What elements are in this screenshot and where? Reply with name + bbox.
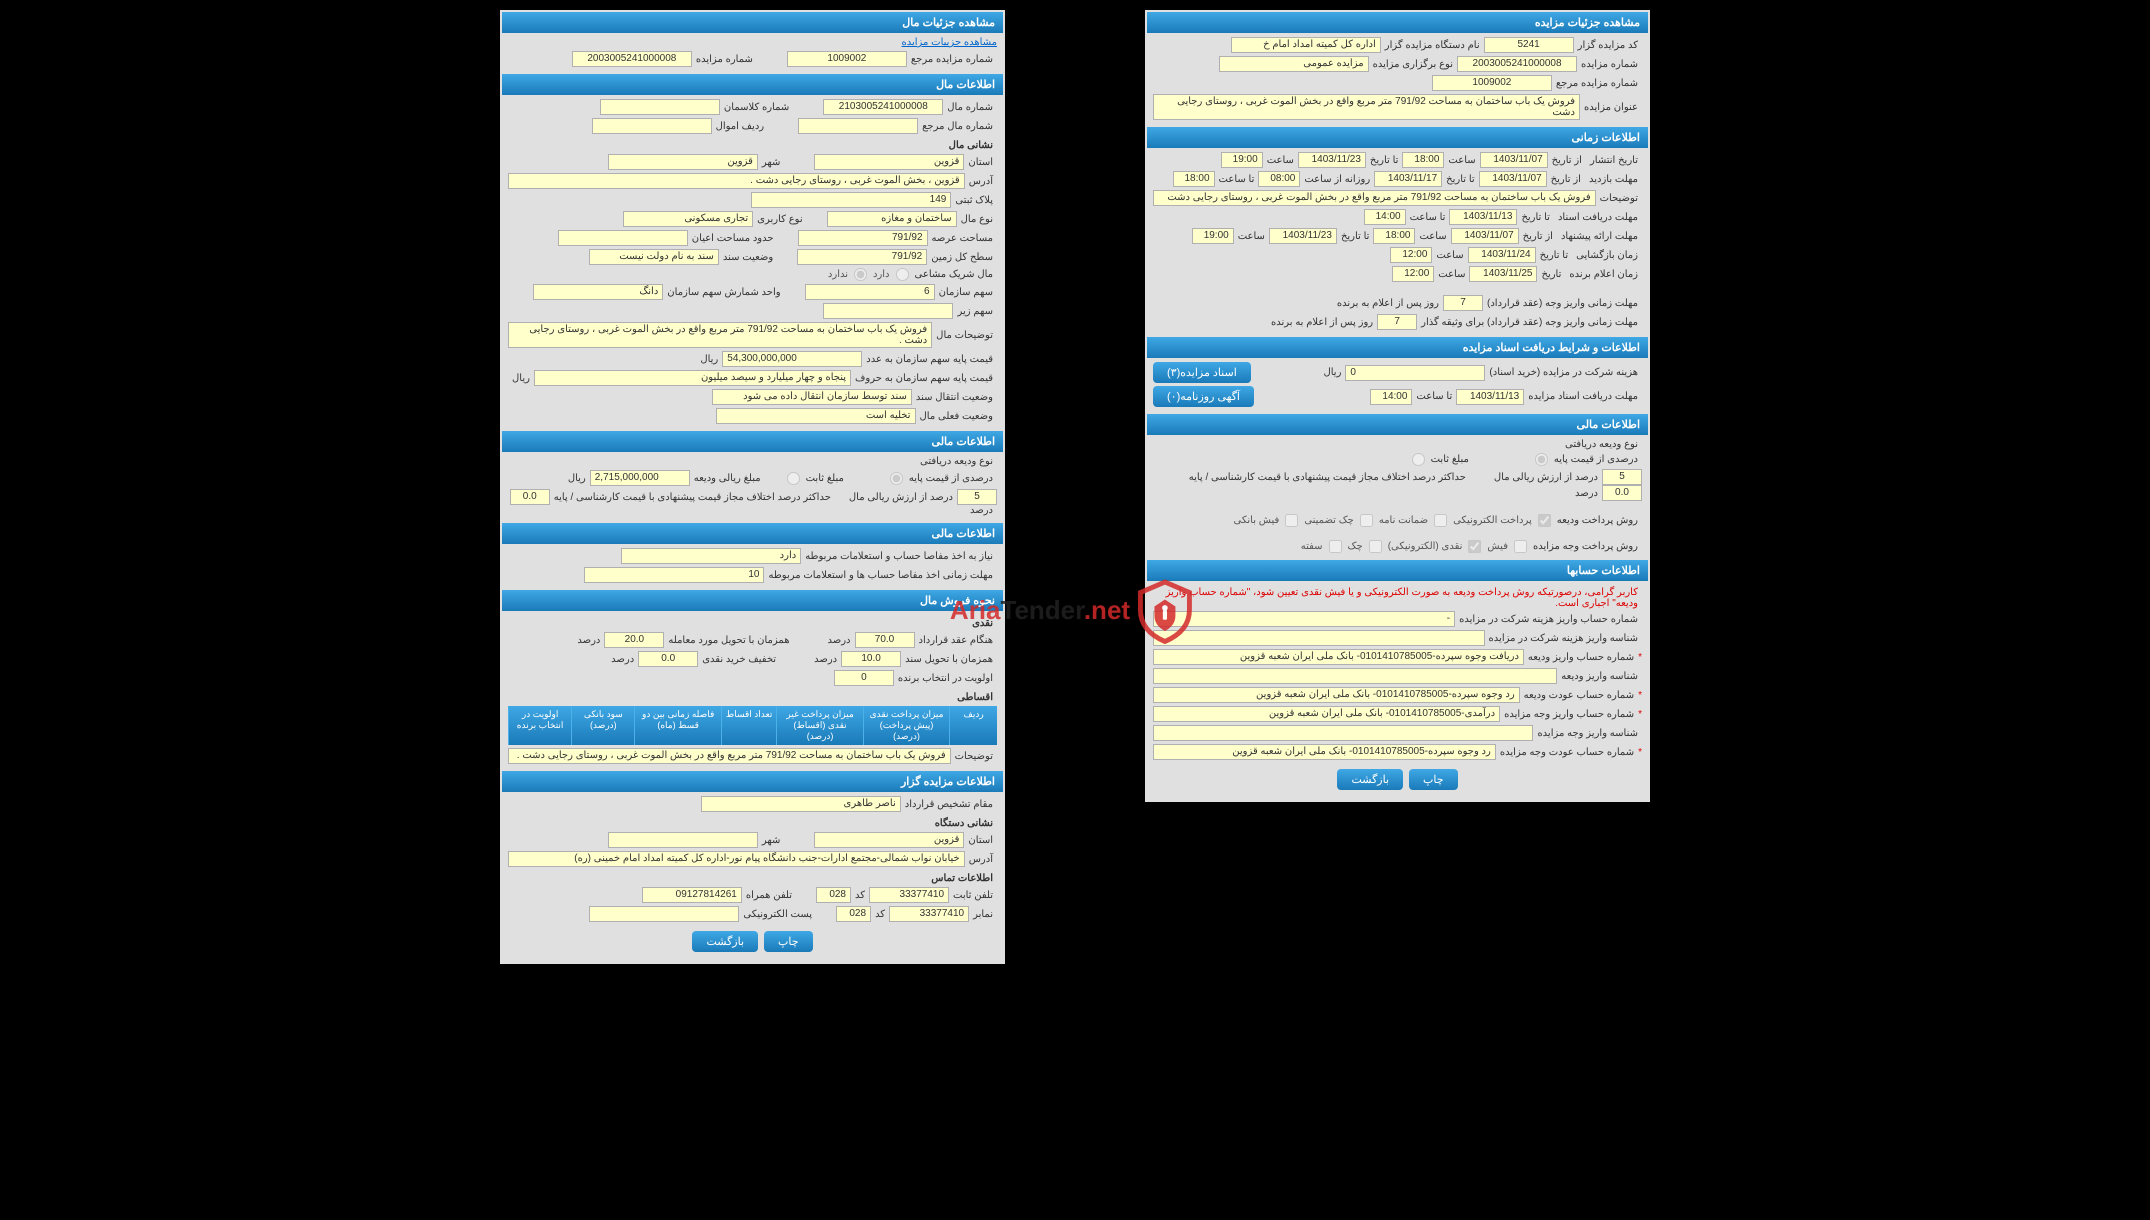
cb-cheque <box>1360 514 1373 527</box>
section-time-info: اطلاعات زمانی <box>1147 127 1648 148</box>
back-button-2[interactable]: بازگشت <box>692 931 758 952</box>
fld-auctioneer-name: اداره کل کمیته امداد امام خ <box>1231 37 1381 53</box>
print-button[interactable]: چاپ <box>1409 769 1458 790</box>
cb-elec <box>1538 514 1551 527</box>
fld-publish-from-t: 18:00 <box>1402 152 1444 168</box>
lbl-docs: مهلت دریافت اسناد <box>1554 212 1642 223</box>
fld-acc-fee: - <box>1153 611 1455 627</box>
radio-fixed <box>1412 453 1425 466</box>
cb-pm-cash <box>1468 540 1481 553</box>
fld-ref-no: 1009002 <box>1432 75 1552 91</box>
back-button[interactable]: بازگشت <box>1337 769 1403 790</box>
section-financial-left: اطلاعات مالی <box>502 431 1003 452</box>
section-accounts: اطلاعات حسابها <box>1147 560 1648 581</box>
daily-ad-button[interactable]: آگهی روزنامه(٠) <box>1153 386 1254 407</box>
lbl-deposit-deadline: مهلت زمانی واریز وجه (عقد قرارداد) <box>1483 298 1642 309</box>
cb-pm-cheque <box>1369 540 1382 553</box>
lbl-desc: توضیحات <box>1596 193 1642 204</box>
lbl-deposit-method: روش پرداخت ودیعه <box>1553 515 1642 526</box>
fld-desc: فروش یک باب ساختمان به مساحت 791/92 متر … <box>1153 190 1596 206</box>
lbl-visit: مهلت بازدید <box>1585 174 1642 185</box>
auction-details-panel: مشاهده جزئیات مزایده کد مزایده گزار 5241… <box>1145 10 1650 802</box>
radio-base-pct <box>1535 453 1548 466</box>
print-button-2[interactable]: چاپ <box>764 931 813 952</box>
fld-auction-no: 2003005241000008 <box>1457 56 1577 72</box>
accounts-note: کاربر گرامی، درصورتیکه روش پرداخت ودیعه … <box>1153 585 1642 611</box>
section-financial: اطلاعات مالی <box>1147 414 1648 435</box>
fld-acc-return: رد وجوه سپرده-0101410785005- بانک ملی ای… <box>1153 687 1520 703</box>
link-auction-details[interactable]: مشاهده جزییات مزایده <box>901 37 997 48</box>
lbl-deposit-type: نوع ودیعه دریافتی <box>1561 439 1642 450</box>
section-asset-view: مشاهده جزئیات مال <box>502 12 1003 33</box>
fld-acc-auction-id <box>1153 725 1533 741</box>
section-financial2-left: اطلاعات مالی <box>502 523 1003 544</box>
auction-docs-button[interactable]: اسناد مزایده(٣) <box>1153 362 1251 383</box>
fld-auctioneer-code: 5241 <box>1484 37 1574 53</box>
lbl-auction-type: نوع برگزاری مزایده <box>1369 59 1457 70</box>
lbl-auctioneer-code: کد مزایده گزار <box>1574 40 1642 51</box>
fld-acc-auction-return: رد وجوه سپرده-0101410785005- بانک ملی ای… <box>1153 744 1496 760</box>
required-icon: * <box>1638 652 1642 663</box>
sub-address: نشانی مال <box>508 137 997 154</box>
lbl-auctioneer-name: نام دستگاه مزایده گزار <box>1381 40 1484 51</box>
fld-acc-deposit-id <box>1153 668 1557 684</box>
lbl-guarantee-deadline: مهلت زمانی واریز وجه (عقد قرارداد) برای … <box>1417 317 1642 328</box>
lbl-auction-no: شماره مزایده <box>1577 59 1642 70</box>
lbl-winner: زمان اعلام برنده <box>1565 269 1642 280</box>
asset-details-panel: مشاهده جزئیات مال مشاهده جزییات مزایده ش… <box>500 10 1005 964</box>
installment-table-header: ردیف میزان پرداخت نقدی (پیش پرداخت) (درص… <box>508 706 997 745</box>
lbl-auction-title: عنوان مزایده <box>1580 102 1642 113</box>
fld-auction-title: فروش یک باب ساختمان به مساحت 791/92 متر … <box>1153 94 1580 120</box>
section-doc-conditions: اطلاعات و شرایط دریافت اسناد مزایده <box>1147 337 1648 358</box>
lbl-ref-no: شماره مزایده مرجع <box>1552 78 1642 89</box>
fld-acc-auction: درآمدی-0101410785005- بانک ملی ایران شعب… <box>1153 706 1500 722</box>
lbl-doc-receive: مهلت دریافت اسناد مزایده <box>1524 391 1642 402</box>
lbl-publish: تاریخ انتشار <box>1586 155 1642 166</box>
cb-pm-draft <box>1329 540 1342 553</box>
lbl-opening: زمان بازگشایی <box>1572 250 1642 261</box>
cb-slip <box>1285 514 1298 527</box>
radio-shared-yes <box>896 268 909 281</box>
lbl-participation-cost: هزینه شرکت در مزایده (خرید اسناد) <box>1485 367 1642 378</box>
lbl-auction-pay: روش پرداخت وجه مزایده <box>1529 541 1642 552</box>
cb-pm-slip <box>1514 540 1527 553</box>
fld-acc-fee-id <box>1153 630 1485 646</box>
section-auction-details: مشاهده جزئیات مزایده <box>1147 12 1648 33</box>
fld-publish-from: 1403/11/07 <box>1480 152 1548 168</box>
section-auctioneer-info: اطلاعات مزایده گزار <box>502 771 1003 792</box>
section-sale-method: نحوه فروش مال <box>502 590 1003 611</box>
fld-publish-to-t: 19:00 <box>1221 152 1263 168</box>
section-asset-info: اطلاعات مال <box>502 74 1003 95</box>
radio-shared-no <box>854 268 867 281</box>
cb-guarantee <box>1434 514 1447 527</box>
fld-auction-type: مزایده عمومی <box>1219 56 1369 72</box>
fld-publish-to: 1403/11/23 <box>1298 152 1366 168</box>
lbl-offer: مهلت ارائه پیشنهاد <box>1557 231 1642 242</box>
fld-acc-deposit: دریافت وجوه سپرده-0101410785005- بانک مل… <box>1153 649 1524 665</box>
